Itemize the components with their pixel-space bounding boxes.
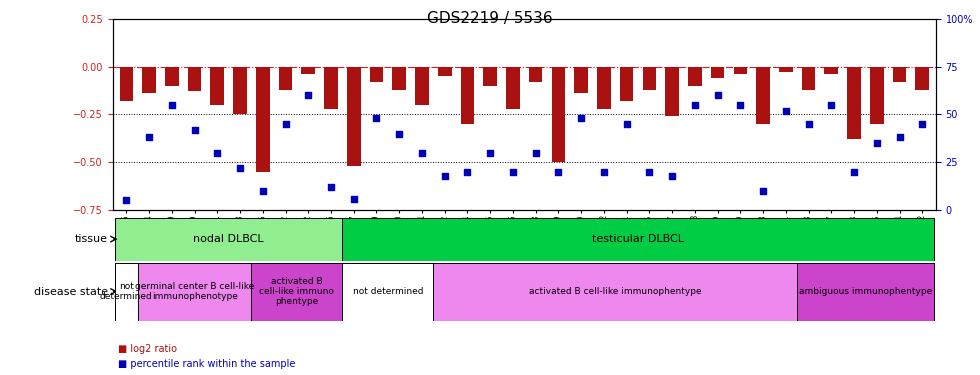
Bar [893,67,907,82]
Point [415,150,430,156]
Bar [688,67,702,86]
Bar [733,67,747,74]
Point [482,150,498,156]
Text: tissue: tissue [74,234,108,244]
Point [687,102,703,108]
Point [255,188,270,194]
Text: not determined: not determined [353,287,423,296]
Text: not
determined: not determined [100,282,153,301]
Bar [597,67,611,109]
Bar [138,262,252,321]
Bar [342,217,934,261]
Point [618,121,634,127]
Bar [506,67,519,109]
Point [460,169,475,175]
Point [528,150,544,156]
Bar [115,217,342,261]
Bar [438,67,452,76]
Bar [870,67,884,124]
Bar [848,67,860,139]
Bar [552,67,565,162]
Point [778,108,794,114]
Text: ■ percentile rank within the sample: ■ percentile rank within the sample [118,359,295,369]
Point [301,92,317,98]
Bar [797,262,934,321]
Point [437,172,453,178]
Point [164,102,179,108]
Text: testicular DLBCL: testicular DLBCL [592,234,684,244]
Point [368,115,384,121]
Point [210,150,225,156]
Bar [392,67,406,90]
Bar [188,67,201,92]
Point [892,134,907,140]
Point [801,121,816,127]
Bar [120,67,133,101]
Bar [342,262,433,321]
Point [277,121,293,127]
Bar [115,262,138,321]
Bar [483,67,497,86]
Bar [915,67,929,90]
Point [141,134,157,140]
Text: activated B
cell-like immuno
phentype: activated B cell-like immuno phentype [260,277,334,306]
Text: ■ log2 ratio: ■ log2 ratio [118,344,176,354]
Point [914,121,930,127]
Bar [710,67,724,78]
Point [232,165,248,171]
Bar [233,67,247,114]
Point [505,169,520,175]
Bar [416,67,429,105]
Bar [824,67,838,74]
Bar [802,67,815,90]
Bar [619,67,633,101]
Bar [433,262,797,321]
Bar [643,67,657,90]
Point [756,188,771,194]
Bar [252,262,342,321]
Point [551,169,566,175]
Text: disease state: disease state [33,286,108,297]
Bar [211,67,224,105]
Point [664,172,680,178]
Bar [278,67,292,90]
Point [391,130,407,136]
Point [732,102,748,108]
Point [642,169,658,175]
Bar [529,67,543,82]
Bar [461,67,474,124]
Point [187,127,203,133]
Point [596,169,612,175]
Point [573,115,589,121]
Bar [302,67,316,74]
Text: ambiguous immunophentype: ambiguous immunophentype [799,287,932,296]
Point [869,140,885,146]
Text: GDS2219 / 5536: GDS2219 / 5536 [427,11,553,26]
Point [346,195,362,201]
Text: nodal DLBCL: nodal DLBCL [193,234,264,244]
Point [710,92,725,98]
Bar [165,67,178,86]
Bar [574,67,588,93]
Bar [256,67,270,172]
Bar [757,67,770,124]
Bar [347,67,361,166]
Bar [324,67,338,109]
Text: activated B cell-like immunophentype: activated B cell-like immunophentype [529,287,702,296]
Bar [142,67,156,93]
Bar [779,67,793,72]
Bar [369,67,383,82]
Point [846,169,861,175]
Point [323,184,339,190]
Point [119,197,134,203]
Text: germinal center B cell-like
immunophenotype: germinal center B cell-like immunophenot… [135,282,254,301]
Point [823,102,839,108]
Bar [665,67,679,116]
